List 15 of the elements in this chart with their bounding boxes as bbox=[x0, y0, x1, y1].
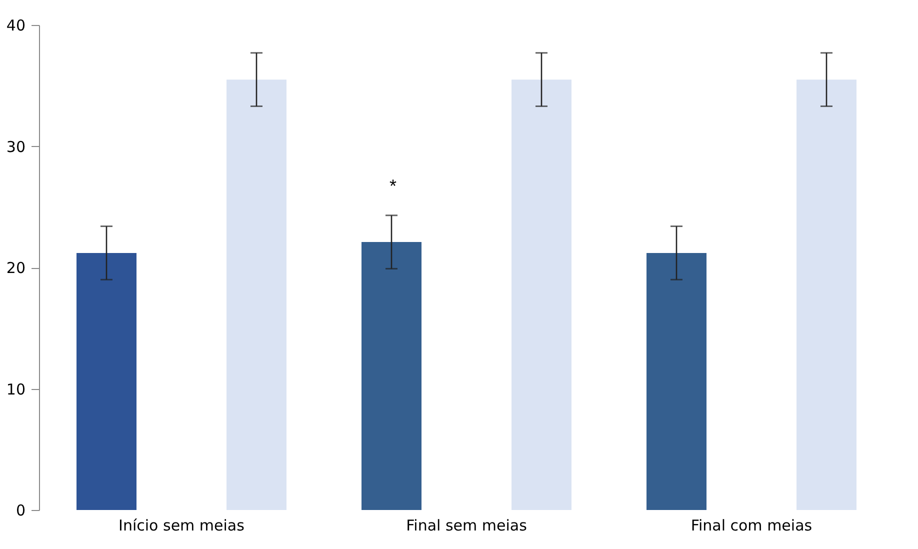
y-tick-label: 20 bbox=[6, 259, 26, 277]
x-tick-label: Início sem meias bbox=[118, 516, 245, 534]
bar bbox=[512, 80, 572, 510]
y-tick-label: 30 bbox=[6, 138, 26, 156]
annotation: * bbox=[389, 176, 397, 196]
y-tick-label: 0 bbox=[16, 502, 26, 520]
x-tick-label: Final sem meias bbox=[406, 516, 528, 534]
bar bbox=[646, 252, 706, 510]
y-tick-label: 40 bbox=[6, 16, 26, 34]
bar bbox=[796, 80, 856, 510]
bar bbox=[226, 80, 286, 510]
x-tick-label: Final com meias bbox=[690, 516, 812, 534]
y-tick-label: 10 bbox=[6, 380, 26, 398]
bar bbox=[362, 242, 422, 510]
bar bbox=[76, 252, 136, 510]
